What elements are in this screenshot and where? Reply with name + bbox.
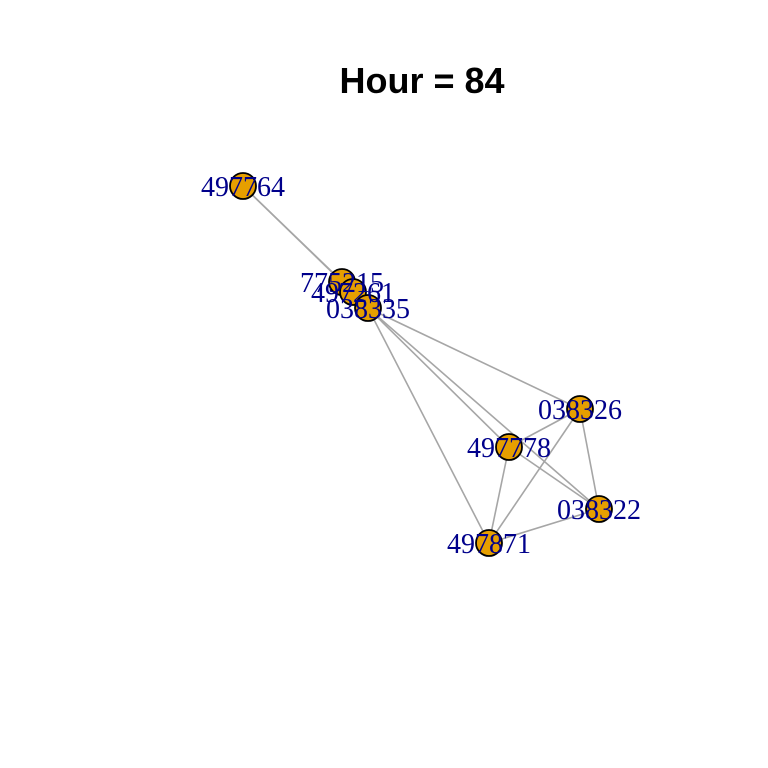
edges-layer (242, 185, 600, 544)
node-497778[interactable] (495, 433, 523, 461)
node-label-775215: 775215 (300, 268, 384, 299)
edge-038326-038322 (579, 408, 600, 510)
node-label-038335: 038335 (326, 294, 410, 325)
node-038322[interactable] (585, 495, 613, 523)
edge-038326-497871 (488, 408, 581, 544)
edge-497778-497871 (488, 446, 510, 544)
node-label-497778: 497778 (467, 433, 551, 464)
node-497764[interactable] (229, 172, 257, 200)
node-label-038322: 038322 (557, 495, 641, 526)
edge-038335-038326 (367, 307, 581, 410)
node-label-497764: 497764 (201, 172, 285, 203)
graph-title: Hour = 84 (339, 60, 504, 101)
edge-038335-497871 (367, 307, 490, 544)
node-038326[interactable] (566, 395, 594, 423)
node-label-038326: 038326 (538, 395, 622, 426)
node-038335[interactable] (354, 294, 382, 322)
nodes-layer (229, 172, 613, 557)
edge-038335-497778 (367, 307, 510, 448)
edge-497778-038322 (508, 446, 600, 510)
edge-038335-038322 (367, 307, 600, 510)
node-497871[interactable] (475, 529, 503, 557)
node-label-497871: 497871 (447, 529, 531, 560)
node-label-497261: 497261 (311, 278, 395, 309)
edge-038322-497871 (488, 508, 600, 544)
